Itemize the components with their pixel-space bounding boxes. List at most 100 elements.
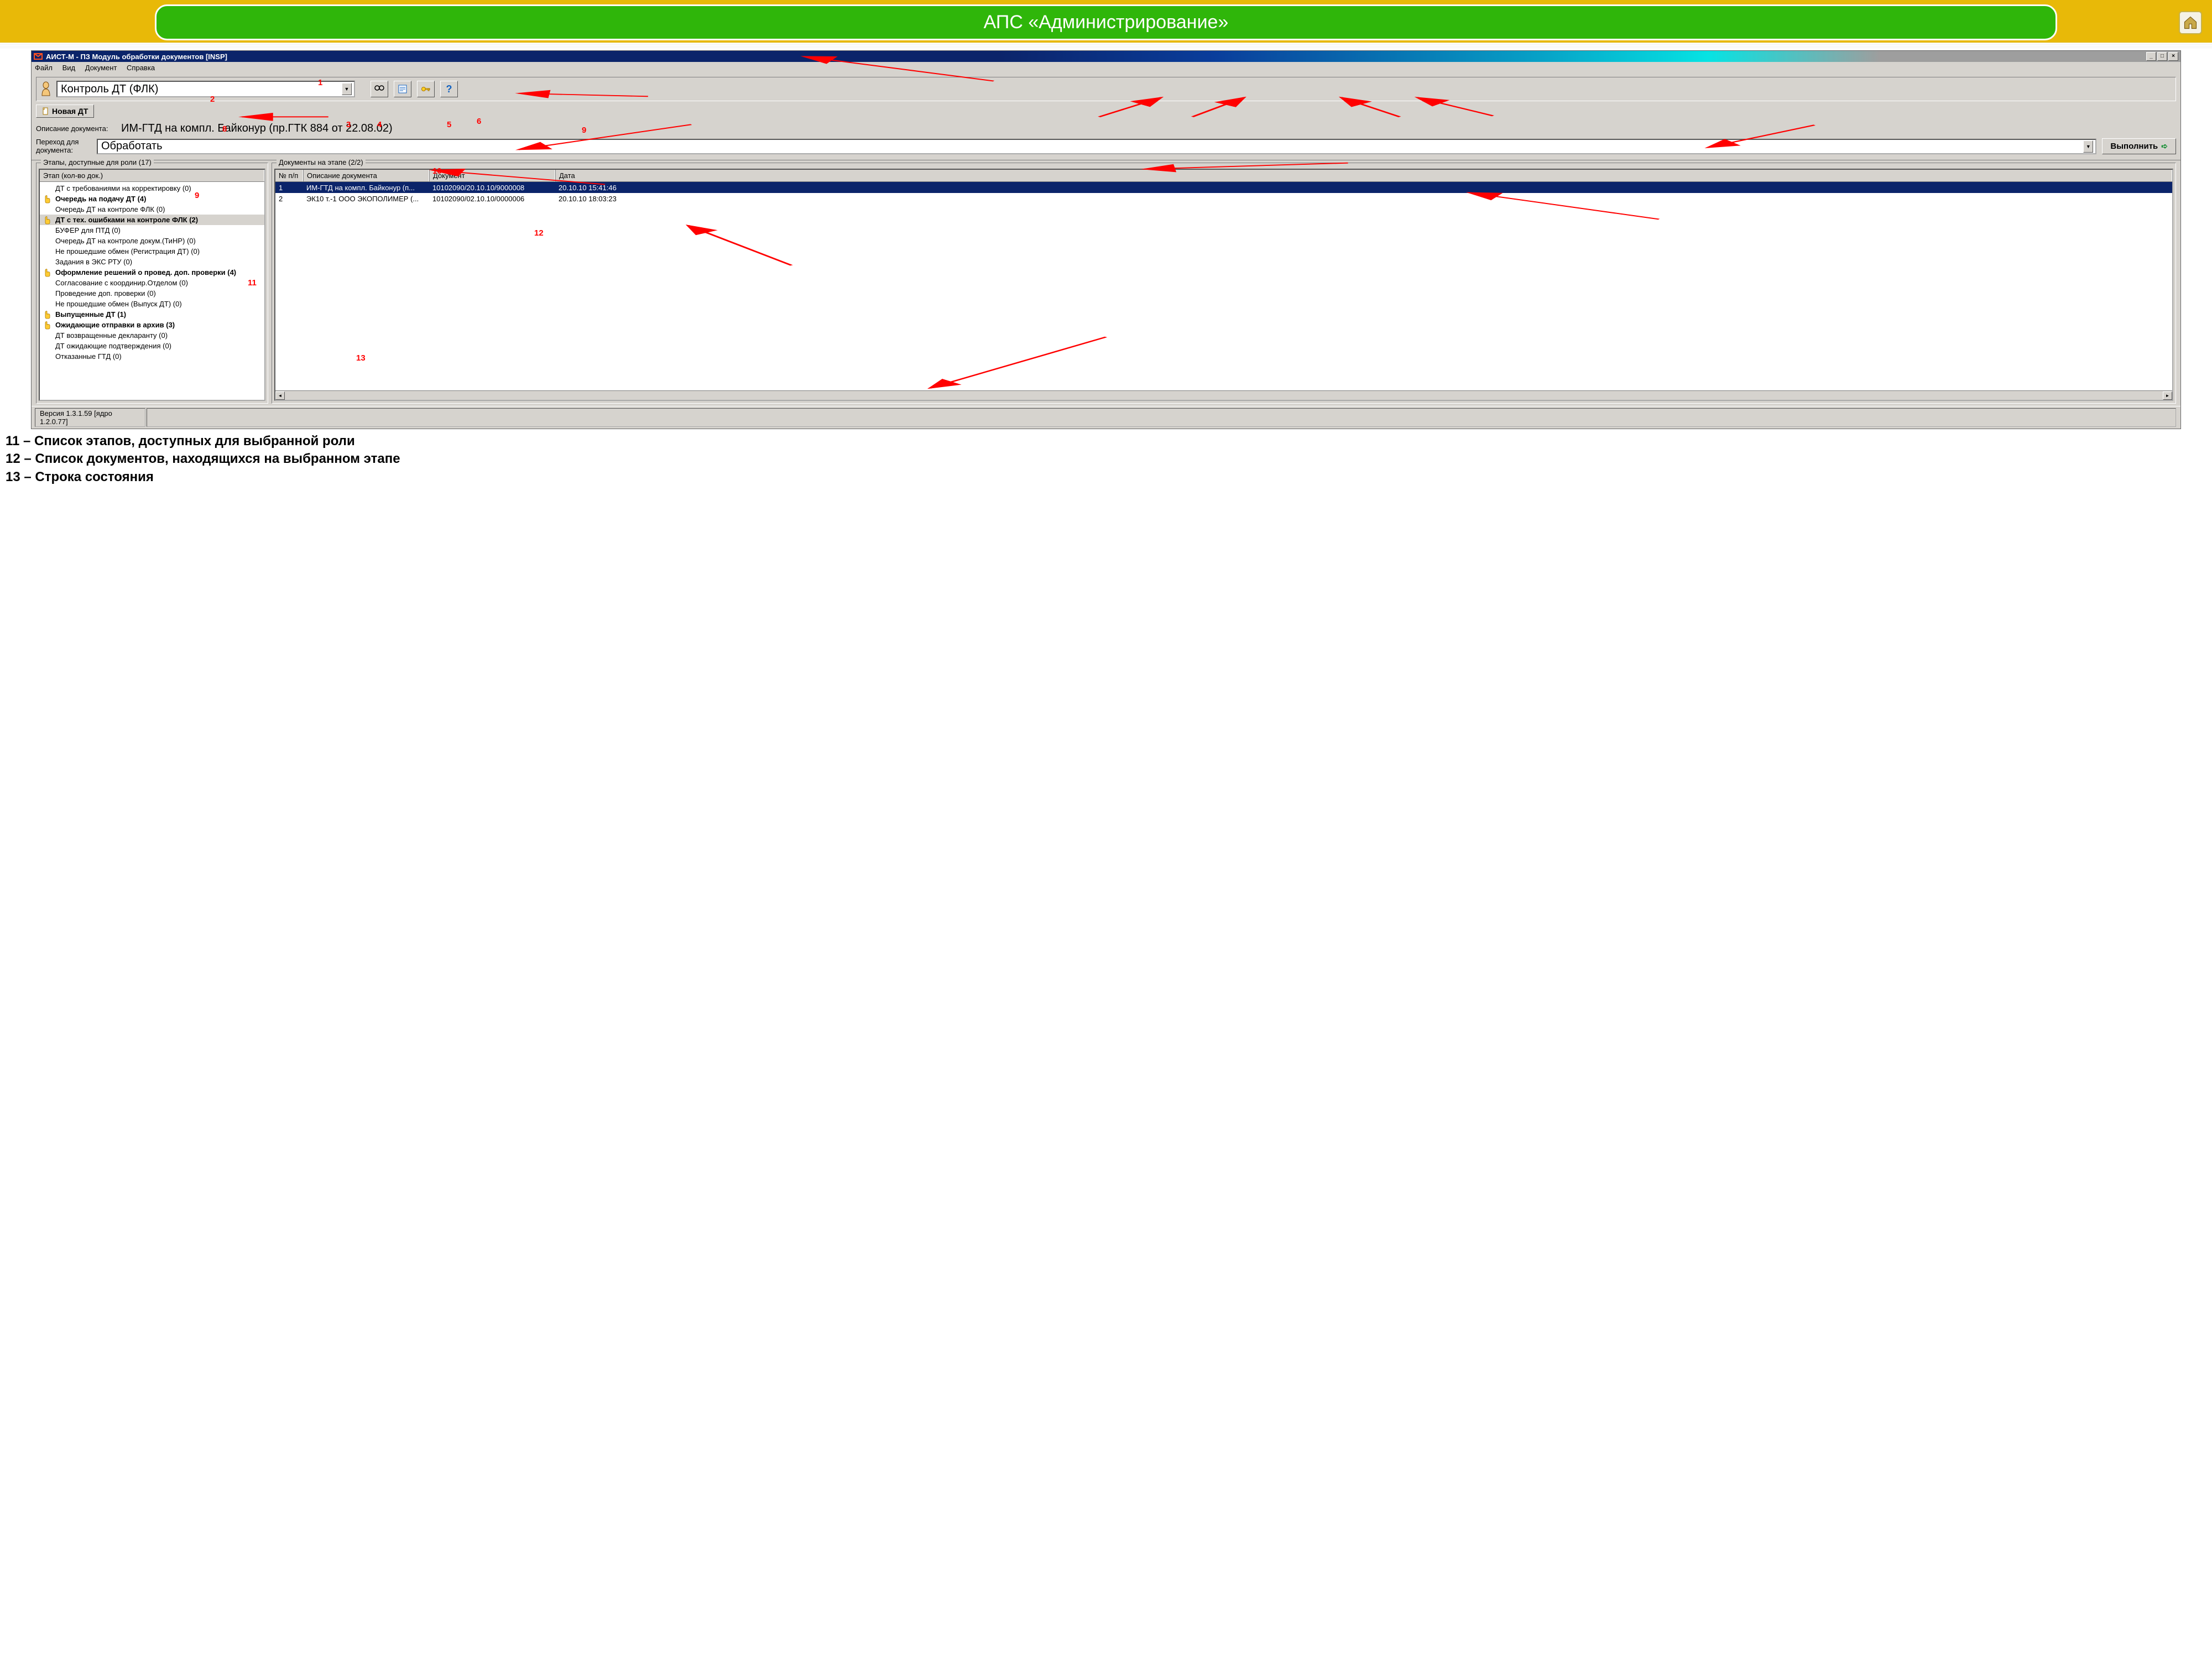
new-dt-label: Новая ДТ <box>52 107 88 116</box>
execute-button[interactable]: Выполнить ➪ <box>2102 138 2176 154</box>
stage-item[interactable]: Согласование с координир.Отделом (0) <box>40 278 264 288</box>
documents-pane-title: Документы на этапе (2/2) <box>276 158 366 166</box>
anno-4: 4 <box>377 120 382 129</box>
anno-9b: 9 <box>195 191 199 200</box>
description-label: Описание документа: <box>36 124 113 133</box>
stage-item[interactable]: Отказанные ГТД (0) <box>40 351 264 362</box>
stage-item[interactable]: Очередь ДТ на контроле ФЛК (0) <box>40 204 264 215</box>
stage-item-label: Ожидающие отправки в архив (3) <box>55 321 175 329</box>
stage-item[interactable]: ДТ ожидающие подтверждения (0) <box>40 341 264 351</box>
properties-button[interactable] <box>394 81 411 97</box>
stage-item[interactable]: Задания в ЭКС РТУ (0) <box>40 257 264 267</box>
anno-6: 6 <box>477 117 481 126</box>
stage-item[interactable]: Ожидающие отправки в архив (3) <box>40 320 264 330</box>
stage-item-label: Не прошедшие обмен (Выпуск ДТ) (0) <box>55 300 182 308</box>
stage-item[interactable]: ДТ с тех. ошибками на контроле ФЛК (2) <box>40 215 264 225</box>
stages-tree[interactable]: ДТ с требованиями на корректировку (0)Оч… <box>40 182 264 363</box>
cell-desc: ЭК10 т.-1 ООО ЭКОПОЛИМЕР (... <box>303 194 429 204</box>
anno-3: 3 <box>346 120 351 129</box>
transition-select[interactable]: Обработать ▼ <box>97 139 2096 154</box>
stage-item[interactable]: Не прошедшие обмен (Выпуск ДТ) (0) <box>40 299 264 309</box>
panes: Этапы, доступные для роли (17) Этап (кол… <box>32 160 2180 406</box>
col-doc[interactable]: Документ <box>429 170 555 181</box>
slide-title: АПС «Администрирование» <box>155 4 2057 40</box>
col-num[interactable]: № п/п <box>275 170 303 181</box>
anno-13: 13 <box>356 353 366 363</box>
arrow-right-icon: ➪ <box>2161 142 2168 151</box>
anno-12: 12 <box>534 228 544 238</box>
hand-icon <box>43 216 52 225</box>
stage-item[interactable]: Не прошедшие обмен (Регистрация ДТ) (0) <box>40 246 264 257</box>
menu-help[interactable]: Справка <box>127 64 155 72</box>
menu-file[interactable]: Файл <box>35 64 53 72</box>
stage-item-label: Выпущенные ДТ (1) <box>55 310 126 319</box>
stage-item[interactable]: БУФЕР для ПТД (0) <box>40 225 264 236</box>
stage-item-label: ДТ ожидающие подтверждения (0) <box>55 342 171 350</box>
stage-item[interactable]: Очередь ДТ на контроле докум.(ТиНР) (0) <box>40 236 264 246</box>
stage-item[interactable]: ДТ возвращенные декларанту (0) <box>40 330 264 341</box>
stage-item-label: Задания в ЭКС РТУ (0) <box>55 258 132 266</box>
new-dt-button[interactable]: Новая ДТ <box>36 105 94 118</box>
scroll-right-button[interactable]: ► <box>2163 392 2172 400</box>
menu-document[interactable]: Документ <box>85 64 117 72</box>
col-date[interactable]: Дата <box>555 170 2172 181</box>
window-title: АИСТ-М - ПЗ Модуль обработки документов … <box>46 53 2146 61</box>
caption-12: 12 – Список документов, находящихся на в… <box>6 450 2206 468</box>
close-button[interactable]: × <box>2168 52 2178 61</box>
toolbar-row: Контроль ДТ (ФЛК) ▼ ? <box>36 77 2176 101</box>
stage-item-label: Не прошедшие обмен (Регистрация ДТ) (0) <box>55 247 200 255</box>
description-row: Описание документа: ИМ-ГТД на компл. Бай… <box>32 121 2180 138</box>
hand-icon <box>43 195 52 204</box>
minimize-button[interactable]: _ <box>2146 52 2156 61</box>
stage-item[interactable]: Оформление решений о провед. доп. провер… <box>40 267 264 278</box>
dropdown-icon[interactable]: ▼ <box>2083 140 2093 153</box>
horizontal-scrollbar[interactable]: ◄ ► <box>275 390 2172 400</box>
stages-pane: Этапы, доступные для роли (17) Этап (кол… <box>36 163 268 404</box>
cell-num: 2 <box>275 194 303 204</box>
anno-8: 8 <box>222 124 227 134</box>
stage-item-label: ДТ с тех. ошибками на контроле ФЛК (2) <box>55 216 198 224</box>
stage-item[interactable]: Очередь на подачу ДТ (4) <box>40 194 264 204</box>
documents-rows[interactable]: 1ИМ-ГТД на компл. Байконур (п...10102090… <box>275 182 2172 204</box>
maximize-button[interactable]: □ <box>2157 52 2167 61</box>
caption-11: 11 – Список этапов, доступных для выбран… <box>6 432 2206 450</box>
hand-icon <box>43 310 52 319</box>
stage-item-label: Отказанные ГТД (0) <box>55 352 122 361</box>
transition-label: Переход для документа: <box>36 138 91 154</box>
stage-item[interactable]: ДТ с требованиями на корректировку (0) <box>40 183 264 194</box>
app-icon <box>34 52 43 61</box>
transition-row: Переход для документа: Обработать ▼ Выпо… <box>32 138 2180 160</box>
menu-view[interactable]: Вид <box>62 64 76 72</box>
stages-list: Этап (кол-во док.) ДТ с требованиями на … <box>39 169 265 401</box>
stage-item-label: Очередь на подачу ДТ (4) <box>55 195 146 203</box>
anno-10: 10 <box>432 166 442 176</box>
help-button[interactable]: ? <box>440 81 458 97</box>
cell-doc: 10102090/02.10.10/0000006 <box>429 194 555 204</box>
home-icon[interactable] <box>2179 11 2202 34</box>
decorative-stripes <box>0 43 2212 48</box>
stage-item-label: ДТ возвращенные декларанту (0) <box>55 331 168 340</box>
menubar: Файл Вид Документ Справка <box>32 62 2180 74</box>
stages-pane-title: Этапы, доступные для роли (17) <box>41 158 154 166</box>
cell-desc: ИМ-ГТД на компл. Байконур (п... <box>303 183 429 192</box>
stage-item[interactable]: Проведение доп. проверки (0) <box>40 288 264 299</box>
cell-doc: 10102090/20.10.10/9000008 <box>429 183 555 192</box>
cell-num: 1 <box>275 183 303 192</box>
document-row[interactable]: 2ЭК10 т.-1 ООО ЭКОПОЛИМЕР (...10102090/0… <box>275 193 2172 204</box>
key-button[interactable] <box>417 81 435 97</box>
window-buttons: _ □ × <box>2146 52 2178 61</box>
col-desc[interactable]: Описание документа <box>303 170 429 181</box>
anno-11: 11 <box>248 278 257 288</box>
stage-item-label: БУФЕР для ПТД (0) <box>55 226 121 234</box>
scroll-left-button[interactable]: ◄ <box>275 392 285 400</box>
new-dt-row: Новая ДТ <box>32 101 2180 121</box>
execute-label: Выполнить <box>2110 142 2158 151</box>
stage-item-label: Согласование с координир.Отделом (0) <box>55 279 188 287</box>
stage-item[interactable]: Выпущенные ДТ (1) <box>40 309 264 320</box>
dropdown-icon[interactable]: ▼ <box>342 83 352 95</box>
status-version: Версия 1.3.1.59 [ядро 1.2.0.77] <box>35 408 145 427</box>
role-select[interactable]: Контроль ДТ (ФЛК) ▼ <box>56 81 355 97</box>
hand-icon <box>43 321 52 330</box>
search-button[interactable] <box>371 81 388 97</box>
document-row[interactable]: 1ИМ-ГТД на компл. Байконур (п...10102090… <box>275 182 2172 193</box>
